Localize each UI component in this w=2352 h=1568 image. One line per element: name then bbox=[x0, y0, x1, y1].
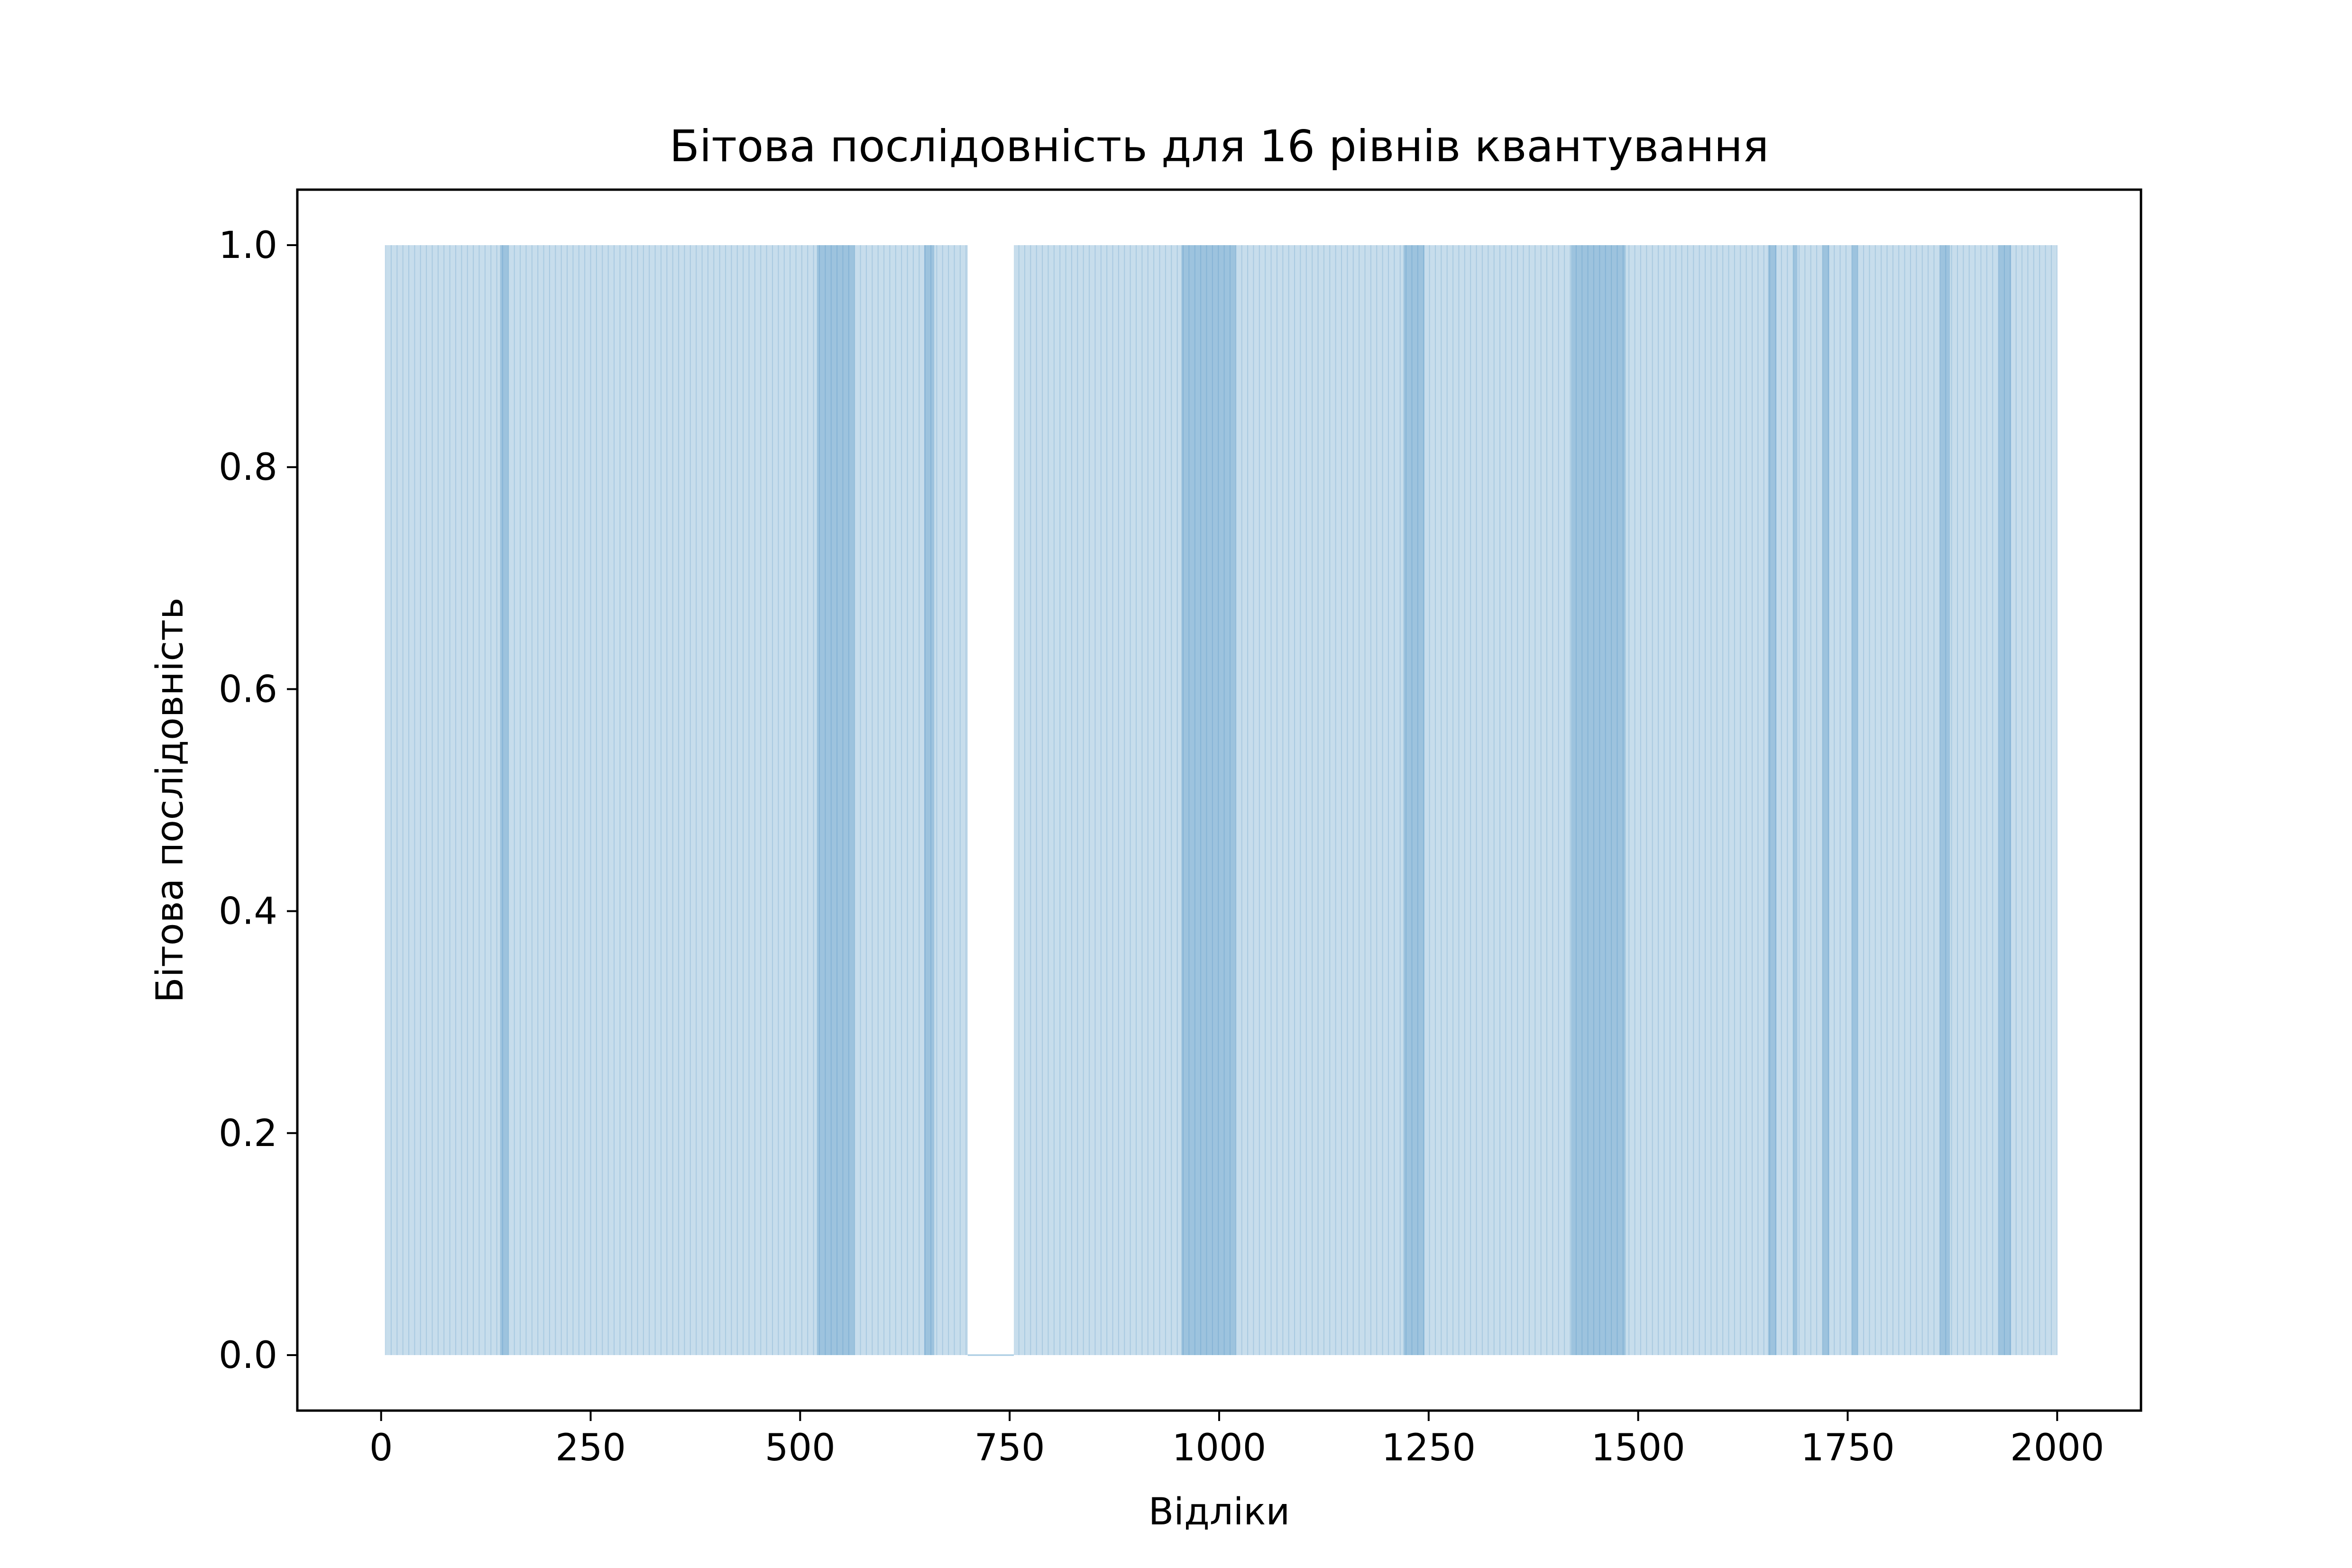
bar-region bbox=[1014, 245, 2058, 1355]
y-tick-label: 0.0 bbox=[219, 1334, 277, 1377]
bars-layer bbox=[385, 245, 2058, 1356]
x-tick-label: 500 bbox=[765, 1427, 836, 1469]
y-tick-label: 0.8 bbox=[219, 446, 277, 489]
bar-region-dense bbox=[1403, 245, 1424, 1355]
y-axis-label: Бітова послідовність bbox=[149, 597, 192, 1003]
x-tick-label: 250 bbox=[555, 1427, 626, 1469]
chart-title: Бітова послідовність для 16 рівнів квант… bbox=[670, 121, 1769, 172]
x-tick-label: 0 bbox=[369, 1427, 393, 1469]
x-tick-label: 750 bbox=[974, 1427, 1045, 1469]
bar-region bbox=[385, 245, 499, 1355]
bar-region-dense bbox=[1939, 245, 1950, 1355]
bar-region-dense bbox=[1793, 245, 1798, 1355]
x-tick-label: 1500 bbox=[1591, 1427, 1685, 1469]
bar-region-dense bbox=[817, 245, 855, 1355]
x-tick-label: 1750 bbox=[1801, 1427, 1895, 1469]
bar-region-dense bbox=[1852, 245, 1858, 1355]
x-tick-label: 1000 bbox=[1172, 1427, 1267, 1469]
bar-region-dense bbox=[924, 245, 935, 1355]
bar-region-dense bbox=[1998, 245, 2012, 1355]
bar-region-dense bbox=[1181, 245, 1236, 1355]
bar-region-dense bbox=[498, 245, 509, 1355]
bar-region-dense bbox=[1822, 245, 1829, 1355]
y-tick-label: 1.0 bbox=[219, 224, 277, 267]
bar-region-dense bbox=[1571, 245, 1626, 1355]
y-tick-label: 0.6 bbox=[219, 668, 277, 711]
y-tick-label: 0.2 bbox=[219, 1112, 277, 1155]
y-axis-ticks: 0.0 0.2 0.4 0.6 0.8 1.0 bbox=[219, 224, 297, 1377]
x-tick-label: 1250 bbox=[1382, 1427, 1476, 1469]
x-axis-ticks: 0 250 500 750 1000 1250 1500 1750 2000 bbox=[369, 1411, 2104, 1469]
y-tick-label: 0.4 bbox=[219, 890, 277, 933]
x-axis-label: Відліки bbox=[1148, 1491, 1290, 1533]
bar-region-dense bbox=[1768, 245, 1777, 1355]
bar-region bbox=[500, 245, 968, 1355]
x-tick-label: 2000 bbox=[2010, 1427, 2104, 1469]
